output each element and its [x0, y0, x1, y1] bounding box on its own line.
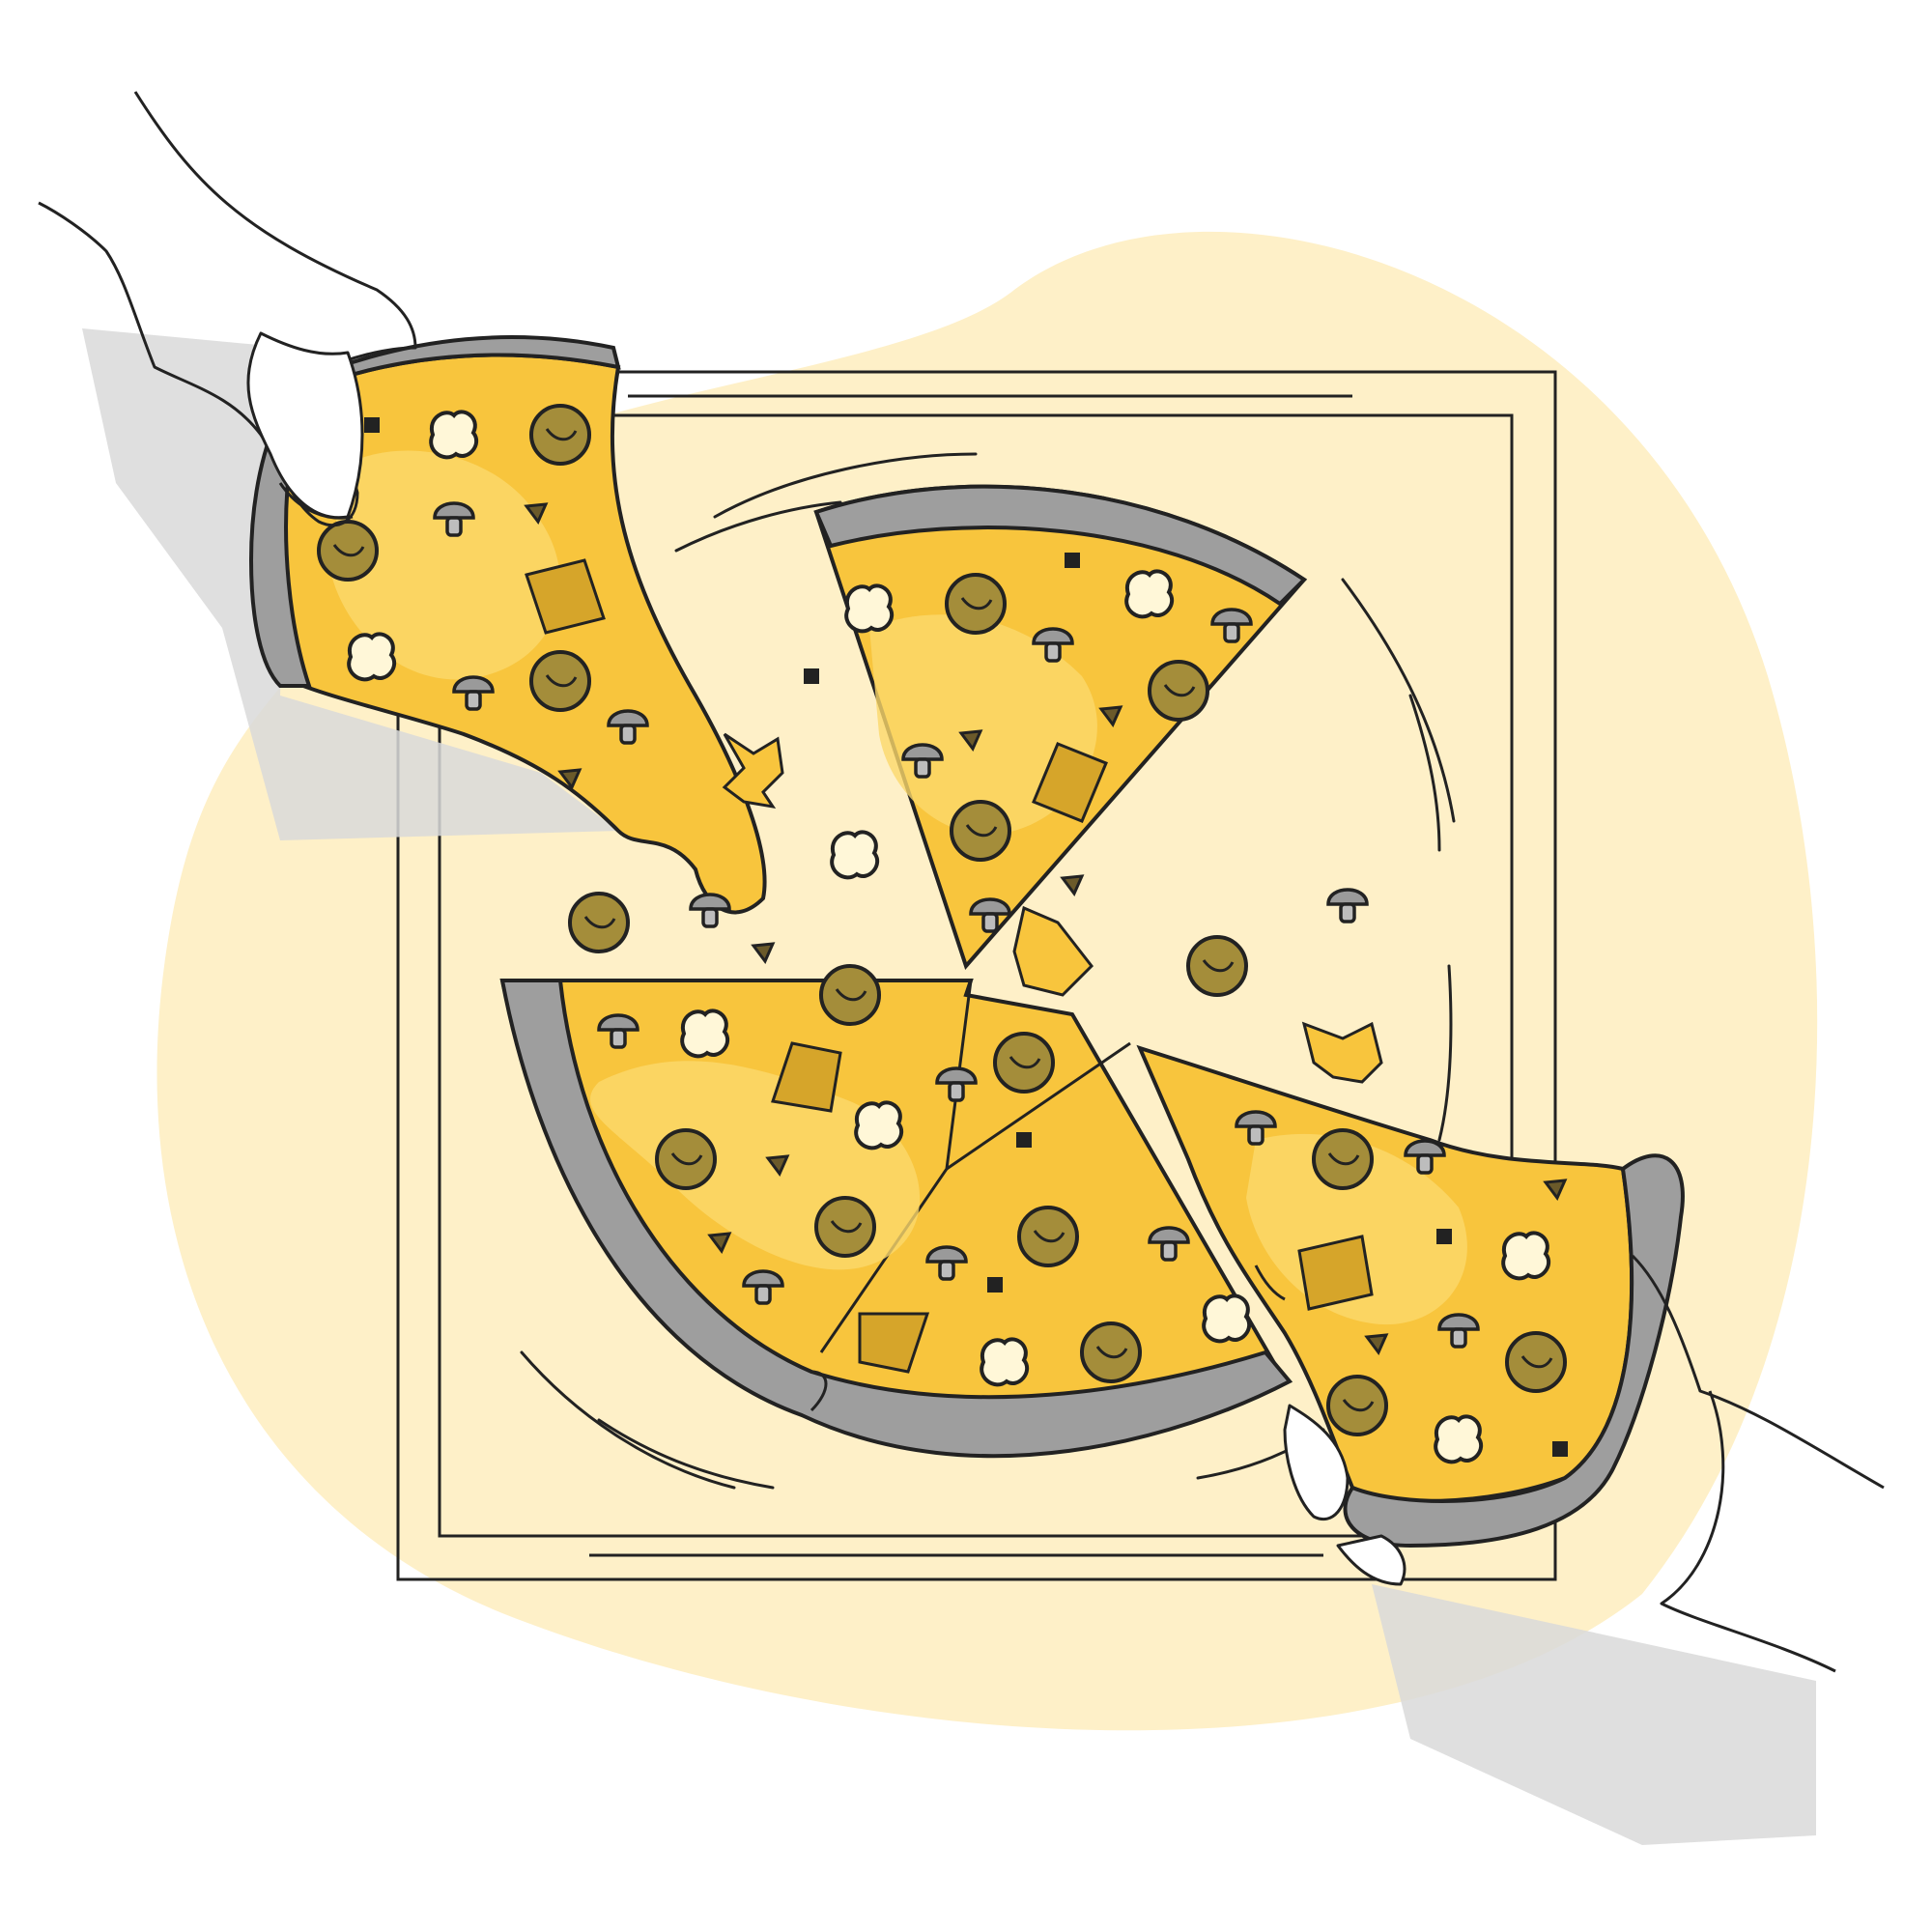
pizza-box-icon [396, 370, 1557, 1581]
scattered-toppings [568, 668, 1383, 1084]
motion-lines [520, 452, 1456, 1490]
pizza-slice-left-held [248, 335, 767, 915]
shadow-bottom-right [1372, 1584, 1816, 1845]
shadow-top-left [82, 328, 618, 840]
pizza-slice-top [813, 484, 1308, 970]
pizza-icon [499, 964, 1293, 1459]
hand-icon [38, 91, 417, 527]
hand-icon-right [1254, 1254, 1885, 1673]
pizza-slice-right-held [1136, 1044, 1685, 1548]
